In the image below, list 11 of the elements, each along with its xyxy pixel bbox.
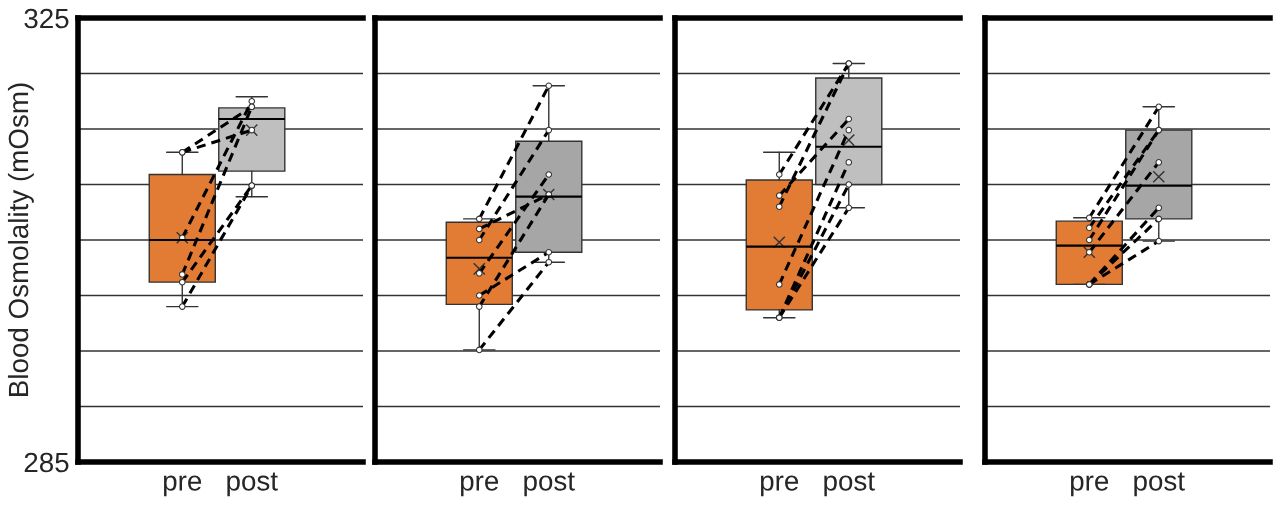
x-tick-label: post [1134, 472, 1185, 497]
x-tick-label: pre [760, 475, 799, 497]
x-tick-label: post [824, 472, 875, 497]
x-tick-label: pre [460, 475, 499, 497]
y-tick-label: 325 [24, 8, 69, 29]
x-tick-label: pre [163, 475, 202, 497]
y-tick-label: 285 [24, 452, 69, 473]
x-tick-label: post [227, 472, 278, 497]
x-tick-label: pre [1070, 475, 1109, 497]
x-tick-label: post [524, 472, 575, 497]
y-axis-title: Blood Osmolality (mOsm) [7, 83, 34, 396]
